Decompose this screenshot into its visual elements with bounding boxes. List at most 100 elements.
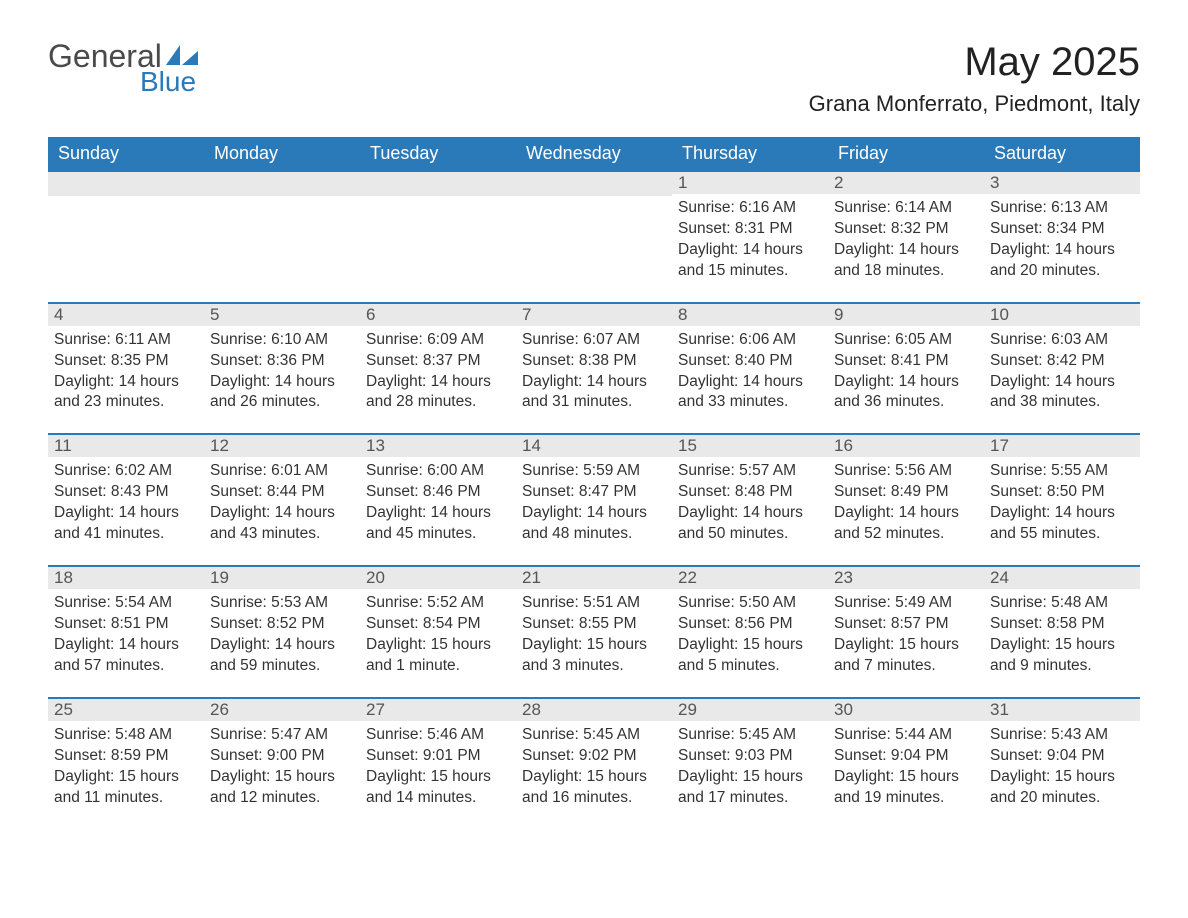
daylight-text: Daylight: 15 hours and 20 minutes. — [990, 767, 1134, 809]
daylight-text: Daylight: 14 hours and 59 minutes. — [210, 635, 354, 677]
day-info: Sunrise: 6:14 AMSunset: 8:32 PMDaylight:… — [834, 198, 978, 282]
calendar-table: SundayMondayTuesdayWednesdayThursdayFrid… — [48, 137, 1140, 828]
daylight-text: Daylight: 14 hours and 31 minutes. — [522, 372, 666, 414]
daylight-text: Daylight: 14 hours and 33 minutes. — [678, 372, 822, 414]
day-info: Sunrise: 5:52 AMSunset: 8:54 PMDaylight:… — [366, 593, 510, 677]
day-info: Sunrise: 5:46 AMSunset: 9:01 PMDaylight:… — [366, 725, 510, 809]
weekday-header: Thursday — [672, 137, 828, 171]
daylight-text: Daylight: 14 hours and 48 minutes. — [522, 503, 666, 545]
day-number: 6 — [360, 304, 516, 326]
sunrise-text: Sunrise: 6:13 AM — [990, 198, 1134, 219]
sunset-text: Sunset: 9:00 PM — [210, 746, 354, 767]
daylight-text: Daylight: 14 hours and 45 minutes. — [366, 503, 510, 545]
calendar-day-cell: 23Sunrise: 5:49 AMSunset: 8:57 PMDayligh… — [828, 566, 984, 698]
daylight-text: Daylight: 15 hours and 9 minutes. — [990, 635, 1134, 677]
calendar-week-row: 4Sunrise: 6:11 AMSunset: 8:35 PMDaylight… — [48, 303, 1140, 435]
weekday-header: Friday — [828, 137, 984, 171]
sunrise-text: Sunrise: 5:48 AM — [54, 725, 198, 746]
daylight-text: Daylight: 15 hours and 19 minutes. — [834, 767, 978, 809]
day-number: 23 — [828, 567, 984, 589]
calendar-day-cell: 27Sunrise: 5:46 AMSunset: 9:01 PMDayligh… — [360, 698, 516, 829]
calendar-day-cell: 12 Sunrise: 6:01 AMSunset: 8:44 PMDayligh… — [204, 434, 360, 566]
day-info: Sunrise: 5:47 AMSunset: 9:00 PMDaylight:… — [210, 725, 354, 809]
sunrise-text: Sunrise: 6:00 AM — [366, 461, 510, 482]
day-info: Sunrise: 5:59 AMSunset: 8:47 PMDaylight:… — [522, 461, 666, 545]
day-number: 28 — [516, 699, 672, 721]
calendar-day-cell: 8Sunrise: 6:06 AMSunset: 8:40 PMDaylight… — [672, 303, 828, 435]
day-number: 30 — [828, 699, 984, 721]
day-number: 20 — [360, 567, 516, 589]
calendar-week-row: 11Sunrise: 6:02 AMSunset: 8:43 PMDayligh… — [48, 434, 1140, 566]
sunset-text: Sunset: 8:40 PM — [678, 351, 822, 372]
sunset-text: Sunset: 8:42 PM — [990, 351, 1134, 372]
sunrise-text: Sunrise: 5:44 AM — [834, 725, 978, 746]
day-info: Sunrise: 6:01 AMSunset: 8:44 PMDaylight:… — [210, 461, 354, 545]
day-info: Sunrise: 5:51 AMSunset: 8:55 PMDaylight:… — [522, 593, 666, 677]
weekday-header: Tuesday — [360, 137, 516, 171]
day-info: Sunrise: 5:48 AMSunset: 8:59 PMDaylight:… — [54, 725, 198, 809]
sunrise-text: Sunrise: 5:51 AM — [522, 593, 666, 614]
sunrise-text: Sunrise: 5:43 AM — [990, 725, 1134, 746]
sunset-text: Sunset: 8:37 PM — [366, 351, 510, 372]
page-header: General Blue May 2025 Grana Monferrato, … — [48, 40, 1140, 125]
sunrise-text: Sunrise: 5:50 AM — [678, 593, 822, 614]
calendar-day-cell: 26Sunrise: 5:47 AMSunset: 9:00 PMDayligh… — [204, 698, 360, 829]
sunset-text: Sunset: 8:47 PM — [522, 482, 666, 503]
daylight-text: Daylight: 14 hours and 43 minutes. — [210, 503, 354, 545]
sunset-text: Sunset: 8:57 PM — [834, 614, 978, 635]
calendar-day-cell: 15Sunrise: 5:57 AMSunset: 8:48 PMDayligh… — [672, 434, 828, 566]
sunset-text: Sunset: 8:58 PM — [990, 614, 1134, 635]
calendar-day-cell: 1Sunrise: 6:16 AMSunset: 8:31 PMDaylight… — [672, 171, 828, 303]
day-info: Sunrise: 5:56 AMSunset: 8:49 PMDaylight:… — [834, 461, 978, 545]
sunset-text: Sunset: 8:35 PM — [54, 351, 198, 372]
day-number: 12 — [204, 435, 360, 457]
sunrise-text: Sunrise: 5:59 AM — [522, 461, 666, 482]
logo-text-blue: Blue — [140, 68, 200, 96]
sunrise-text: Sunrise: 5:47 AM — [210, 725, 354, 746]
day-number: 15 — [672, 435, 828, 457]
daylight-text: Daylight: 14 hours and 41 minutes. — [54, 503, 198, 545]
sunset-text: Sunset: 8:43 PM — [54, 482, 198, 503]
calendar-day-cell — [48, 171, 204, 303]
calendar-day-cell: 2Sunrise: 6:14 AMSunset: 8:32 PMDaylight… — [828, 171, 984, 303]
calendar-day-cell: 10Sunrise: 6:03 AMSunset: 8:42 PMDayligh… — [984, 303, 1140, 435]
day-number: 5 — [204, 304, 360, 326]
empty-day — [516, 172, 672, 196]
sunrise-text: Sunrise: 6:11 AM — [54, 330, 198, 351]
daylight-text: Daylight: 14 hours and 38 minutes. — [990, 372, 1134, 414]
daylight-text: Daylight: 14 hours and 50 minutes. — [678, 503, 822, 545]
sunset-text: Sunset: 9:01 PM — [366, 746, 510, 767]
daylight-text: Daylight: 15 hours and 11 minutes. — [54, 767, 198, 809]
sunset-text: Sunset: 8:49 PM — [834, 482, 978, 503]
daylight-text: Daylight: 14 hours and 15 minutes. — [678, 240, 822, 282]
day-number: 18 — [48, 567, 204, 589]
calendar-day-cell: 21Sunrise: 5:51 AMSunset: 8:55 PMDayligh… — [516, 566, 672, 698]
weekday-header-row: SundayMondayTuesdayWednesdayThursdayFrid… — [48, 137, 1140, 171]
calendar-day-cell: 31Sunrise: 5:43 AMSunset: 9:04 PMDayligh… — [984, 698, 1140, 829]
day-number: 9 — [828, 304, 984, 326]
calendar-day-cell: 30Sunrise: 5:44 AMSunset: 9:04 PMDayligh… — [828, 698, 984, 829]
weekday-header: Saturday — [984, 137, 1140, 171]
calendar-week-row: 18 Sunrise: 5:54 AMSunset: 8:51 PMDayligh… — [48, 566, 1140, 698]
sunrise-text: Sunrise: 6:06 AM — [678, 330, 822, 351]
sunset-text: Sunset: 8:59 PM — [54, 746, 198, 767]
daylight-text: Daylight: 14 hours and 52 minutes. — [834, 503, 978, 545]
sunset-text: Sunset: 8:51 PM — [54, 614, 198, 635]
sunset-text: Sunset: 8:32 PM — [834, 219, 978, 240]
sunrise-text: Sunrise: 6:05 AM — [834, 330, 978, 351]
sunrise-text: Sunrise: 6:07 AM — [522, 330, 666, 351]
day-info: Sunrise: 6:10 AMSunset: 8:36 PMDaylight:… — [210, 330, 354, 414]
calendar-day-cell: 24Sunrise: 5:48 AMSunset: 8:58 PMDayligh… — [984, 566, 1140, 698]
calendar-week-row: 25Sunrise: 5:48 AMSunset: 8:59 PMDayligh… — [48, 698, 1140, 829]
day-number: 29 — [672, 699, 828, 721]
calendar-week-row: 1Sunrise: 6:16 AMSunset: 8:31 PMDaylight… — [48, 171, 1140, 303]
sunrise-text: Sunrise: 6:09 AM — [366, 330, 510, 351]
sunrise-text: Sunrise: 5:57 AM — [678, 461, 822, 482]
day-info: Sunrise: 6:16 AMSunset: 8:31 PMDaylight:… — [678, 198, 822, 282]
calendar-day-cell: 14Sunrise: 5:59 AMSunset: 8:47 PMDayligh… — [516, 434, 672, 566]
calendar-day-cell: 17Sunrise: 5:55 AMSunset: 8:50 PMDayligh… — [984, 434, 1140, 566]
day-number: 17 — [984, 435, 1140, 457]
day-info: Sunrise: 5:54 AMSunset: 8:51 PMDaylight:… — [54, 593, 198, 677]
calendar-day-cell: 25Sunrise: 5:48 AMSunset: 8:59 PMDayligh… — [48, 698, 204, 829]
calendar-day-cell: 6Sunrise: 6:09 AMSunset: 8:37 PMDaylight… — [360, 303, 516, 435]
